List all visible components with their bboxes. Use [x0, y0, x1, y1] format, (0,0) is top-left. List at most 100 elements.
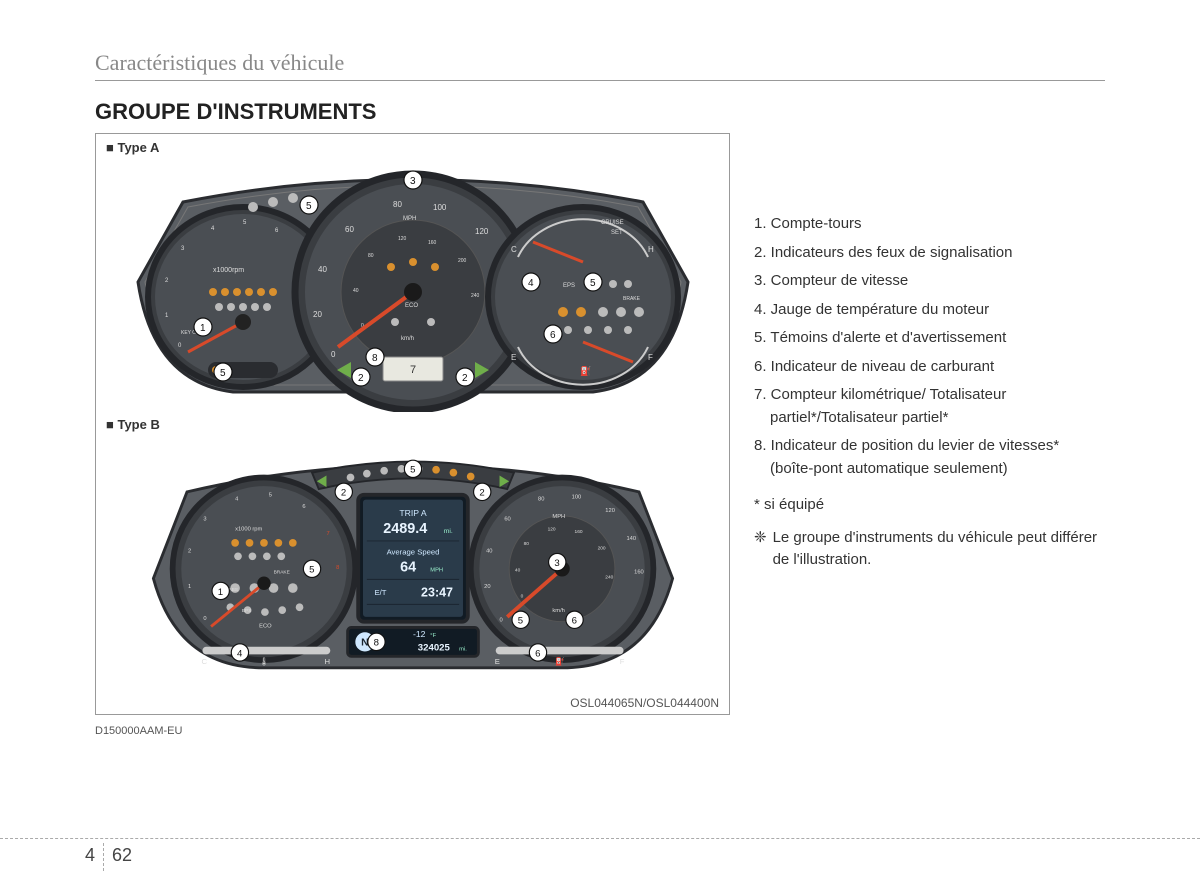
- disclaimer-symbol: ❈: [754, 527, 767, 572]
- svg-text:6: 6: [571, 616, 576, 627]
- svg-text:5: 5: [220, 368, 226, 379]
- svg-text:5: 5: [410, 465, 415, 476]
- svg-text:MPH: MPH: [430, 568, 443, 574]
- dashboard-a-svg: 012 345 678 x1000rpm KEY OUT: [113, 162, 713, 412]
- svg-text:F: F: [619, 657, 624, 666]
- svg-text:5: 5: [309, 565, 314, 576]
- svg-text:80: 80: [538, 497, 544, 503]
- svg-text:6: 6: [535, 648, 540, 659]
- svg-text:°F: °F: [430, 633, 436, 639]
- legend-list: 1. Compte-tours 2. Indicateurs des feux …: [754, 213, 1105, 480]
- svg-text:20: 20: [484, 584, 490, 590]
- svg-text:20: 20: [313, 310, 322, 319]
- disclaimer: ❈ Le groupe d'instruments du véhicule pe…: [754, 527, 1105, 572]
- legend-item: 5. Témoins d'alerte et d'avertissement: [754, 327, 1105, 350]
- cluster-type-b: TRIP A 2489.4 mi. Average Speed 64 MPH E…: [106, 434, 719, 694]
- legend-item: 1. Compte-tours: [754, 213, 1105, 236]
- doc-code: D150000AAM-EU: [95, 725, 730, 737]
- legend-item: 7. Compteur kilométrique/ Totalisateur p…: [754, 384, 1105, 429]
- svg-text:6: 6: [550, 330, 556, 341]
- svg-text:2: 2: [340, 488, 345, 499]
- svg-text:60: 60: [504, 517, 510, 523]
- svg-text:2489.4: 2489.4: [383, 521, 427, 537]
- svg-text:H: H: [648, 245, 654, 254]
- svg-text:5: 5: [306, 201, 312, 212]
- svg-text:120: 120: [475, 227, 489, 236]
- svg-text:1: 1: [200, 323, 206, 334]
- svg-text:⛽: ⛽: [580, 365, 591, 376]
- svg-text:MPH: MPH: [403, 216, 416, 222]
- svg-text:64: 64: [400, 560, 416, 576]
- svg-text:⛽: ⛽: [555, 657, 565, 666]
- svg-text:F: F: [648, 353, 653, 362]
- svg-text:4: 4: [237, 648, 243, 659]
- svg-text:140: 140: [626, 536, 636, 542]
- svg-text:-12: -12: [413, 629, 426, 639]
- svg-text:40: 40: [486, 548, 492, 554]
- cluster-type-a: 012 345 678 x1000rpm KEY OUT: [106, 157, 719, 417]
- legend-item: 4. Jauge de température du moteur: [754, 299, 1105, 322]
- legend-item: 6. Indicateur de niveau de carburant: [754, 356, 1105, 379]
- page-title: GROUPE D'INSTRUMENTS: [95, 99, 1105, 125]
- svg-text:200: 200: [597, 546, 605, 552]
- svg-text:40: 40: [514, 568, 520, 574]
- footnote: * si équipé: [754, 494, 1105, 517]
- legend-item: 8. Indicateur de position du levier de v…: [754, 435, 1105, 480]
- svg-text:160: 160: [428, 240, 437, 246]
- legend-item: 2. Indicateurs des feux de signalisation: [754, 242, 1105, 265]
- svg-text:7: 7: [410, 364, 416, 376]
- svg-text:mi.: mi.: [443, 528, 452, 535]
- figure-column: ■ Type A 012 345 678: [95, 133, 730, 737]
- svg-text:C: C: [511, 245, 517, 254]
- svg-text:0: 0: [203, 616, 206, 622]
- dashboard-b-svg: TRIP A 2489.4 mi. Average Speed 64 MPH E…: [113, 439, 713, 689]
- svg-text:2: 2: [479, 488, 484, 499]
- svg-text:3: 3: [410, 176, 416, 187]
- svg-text:km/h: km/h: [401, 336, 414, 342]
- svg-text:Average Speed: Average Speed: [386, 547, 439, 556]
- svg-text:E: E: [494, 657, 499, 666]
- svg-text:H: H: [324, 657, 330, 666]
- svg-text:160: 160: [574, 529, 582, 535]
- page-separator: [103, 843, 104, 871]
- svg-text:BRAKE: BRAKE: [273, 570, 289, 576]
- svg-text:2: 2: [358, 373, 364, 384]
- svg-text:BRAKE: BRAKE: [623, 296, 641, 302]
- svg-text:E: E: [511, 353, 516, 362]
- svg-text:CRUISE: CRUISE: [601, 220, 624, 226]
- svg-text:80: 80: [368, 253, 374, 259]
- svg-text:ECO: ECO: [405, 303, 418, 309]
- svg-text:3: 3: [554, 558, 559, 569]
- svg-text:3: 3: [203, 517, 206, 523]
- svg-text:4: 4: [528, 278, 534, 289]
- svg-text:0: 0: [331, 350, 336, 359]
- figure-box: ■ Type A 012 345 678: [95, 133, 730, 715]
- type-b-label: ■ Type B: [106, 417, 719, 432]
- page-footer: 4 62: [0, 838, 1200, 839]
- svg-text:mi.: mi.: [459, 647, 467, 653]
- svg-text:EPS: EPS: [241, 608, 251, 614]
- svg-text:C: C: [201, 657, 207, 666]
- svg-text:EPS: EPS: [563, 283, 575, 289]
- svg-text:100: 100: [433, 203, 447, 212]
- svg-text:0: 0: [499, 618, 502, 624]
- svg-text:80: 80: [393, 200, 402, 209]
- svg-text:x1000 rpm: x1000 rpm: [235, 526, 262, 532]
- section-header: Caractéristiques du véhicule: [95, 50, 1105, 81]
- svg-text:200: 200: [458, 258, 467, 264]
- svg-text:324025: 324025: [417, 643, 450, 654]
- svg-text:100: 100: [571, 495, 581, 501]
- svg-text:0: 0: [520, 594, 523, 600]
- svg-text:5: 5: [517, 616, 522, 627]
- svg-text:120: 120: [547, 526, 555, 532]
- svg-text:40: 40: [353, 288, 359, 294]
- svg-text:ECO: ECO: [259, 623, 272, 629]
- svg-text:23:47: 23:47: [421, 586, 453, 600]
- svg-text:TRIP A: TRIP A: [399, 508, 426, 518]
- svg-text:8: 8: [372, 353, 378, 364]
- svg-text:🌡: 🌡: [259, 657, 269, 666]
- svg-text:km/h: km/h: [552, 608, 564, 614]
- page-number: 62: [112, 845, 132, 866]
- svg-text:60: 60: [345, 225, 354, 234]
- chapter-number: 4: [85, 845, 95, 866]
